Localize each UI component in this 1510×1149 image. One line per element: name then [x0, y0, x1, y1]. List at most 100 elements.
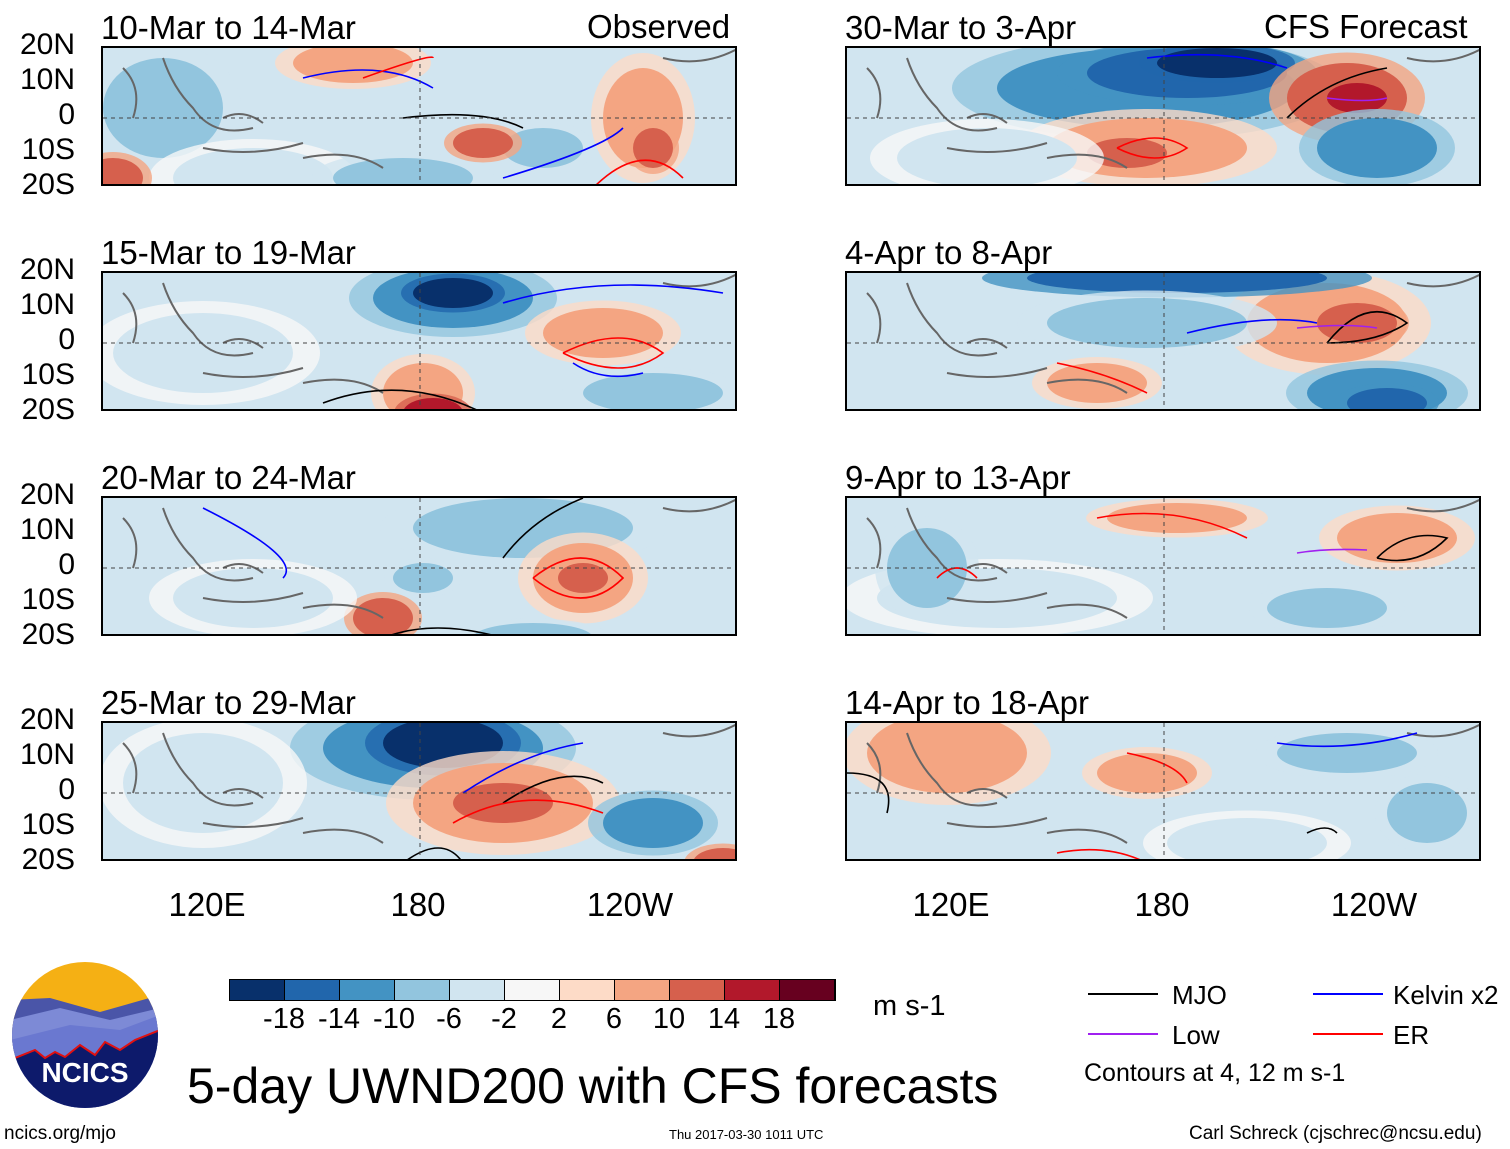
colorbar-swatch — [615, 980, 670, 1000]
anomaly-region — [558, 563, 608, 593]
lat-label: 0 — [58, 98, 75, 131]
wave-contour — [1276, 732, 1418, 748]
wave-contour — [1296, 548, 1368, 554]
legend-label-low: Low — [1172, 1020, 1220, 1050]
wave-contour — [1296, 324, 1378, 329]
lon-label: 180 — [390, 886, 446, 923]
lat-label: 10N — [19, 513, 75, 546]
wave-contour — [1286, 67, 1388, 119]
wave-contour — [322, 389, 477, 409]
wave-contour — [572, 362, 644, 378]
colorbar-label: 10 — [652, 1003, 686, 1035]
wave-contour — [532, 557, 625, 599]
map-panel — [101, 271, 737, 411]
anomaly-region — [103, 158, 143, 184]
anomaly-region — [897, 128, 1077, 184]
lat-label: 10N — [19, 63, 75, 96]
observed-header: Observed — [587, 8, 731, 45]
colorbar-swatch — [230, 980, 285, 1000]
anomaly-region — [103, 58, 223, 158]
wave-contour — [847, 772, 890, 814]
lat-label: 10S — [21, 583, 75, 616]
map-panel — [101, 46, 737, 186]
anomaly-region — [113, 313, 293, 393]
legend-line-er — [1313, 1033, 1383, 1035]
lat-label: 20N — [19, 253, 75, 286]
wave-contour — [407, 847, 461, 859]
map-panel — [101, 721, 737, 861]
lat-label: 0 — [58, 323, 75, 356]
lon-label: 120E — [912, 886, 990, 923]
wave-contour — [1116, 137, 1189, 159]
anomaly-region — [867, 723, 1027, 793]
colorbar-swatch — [395, 980, 450, 1000]
panel-title: 15-Mar to 19-Mar — [101, 234, 356, 271]
anomaly-region — [173, 148, 333, 184]
legend-line-kelvin — [1313, 993, 1383, 995]
wave-contour — [362, 56, 434, 79]
colorbar — [229, 979, 836, 1001]
wave-contour — [1306, 827, 1338, 834]
anomaly-region — [1027, 273, 1327, 293]
anomaly-region — [1347, 388, 1427, 409]
colorbar-swatch — [505, 980, 560, 1000]
panel-title: 25-Mar to 29-Mar — [101, 684, 356, 721]
legend-line-mjo — [1088, 993, 1158, 995]
coastline — [122, 273, 735, 394]
colorbar-swatch — [560, 980, 615, 1000]
anomaly-region — [1107, 503, 1247, 533]
lat-label: 10S — [21, 358, 75, 391]
anomaly-region — [1167, 818, 1327, 859]
colorbar-label: 18 — [762, 1003, 796, 1035]
colorbar-label: 6 — [605, 1003, 623, 1035]
colorbar-label: -10 — [373, 1003, 415, 1035]
footer-url[interactable]: ncics.org/mjo — [4, 1123, 116, 1144]
anomaly-region — [1047, 363, 1147, 403]
wave-contour — [1326, 310, 1409, 344]
wave-contour — [452, 799, 604, 824]
map-panel — [845, 721, 1481, 861]
anomaly-region — [353, 598, 413, 634]
legend-label-mjo: MJO — [1172, 980, 1227, 1010]
anomaly-region — [1317, 118, 1437, 178]
wave-contour — [936, 567, 978, 579]
logo-text: NCICS — [41, 1057, 128, 1088]
colorbar-swatch — [340, 980, 395, 1000]
colorbar-swatch — [450, 980, 505, 1000]
wave-contour — [596, 159, 684, 184]
lat-label: 20S — [21, 393, 75, 426]
colorbar-label: 14 — [707, 1003, 741, 1035]
lat-label: 20S — [21, 168, 75, 201]
coastline — [122, 498, 735, 619]
lon-label: 120W — [586, 886, 674, 923]
ncics-logo: NCICS — [12, 962, 158, 1108]
lon-label: 180 — [1134, 886, 1190, 923]
lat-label: 10S — [21, 808, 75, 841]
wave-contour — [1126, 752, 1188, 784]
map-panel — [845, 46, 1481, 186]
wave-contour — [1376, 534, 1449, 562]
colorbar-swatch — [780, 980, 835, 1000]
panel-title: 14-Apr to 18-Apr — [845, 684, 1089, 721]
anomaly-region — [475, 623, 591, 634]
lat-label: 0 — [58, 548, 75, 581]
anomaly-region — [173, 568, 333, 628]
lat-label: 20N — [19, 478, 75, 511]
lat-label: 10N — [19, 288, 75, 321]
map-panel — [845, 496, 1481, 636]
contour-note: Contours at 4, 12 m s-1 — [1084, 1059, 1346, 1087]
lat-label: 10S — [21, 133, 75, 166]
panel-title: 30-Mar to 3-Apr — [845, 9, 1077, 46]
anomaly-region — [1047, 298, 1247, 348]
coastline — [866, 498, 1479, 619]
colorbar-label: 2 — [550, 1003, 568, 1035]
anomaly-region — [1277, 733, 1417, 773]
anomaly-region — [453, 128, 513, 158]
lat-label: 20S — [21, 618, 75, 651]
anomaly-region — [1097, 753, 1197, 793]
lat-label: 0 — [58, 773, 75, 806]
wave-contour — [1186, 318, 1318, 334]
figure-title: 5-day UWND200 with CFS forecasts — [187, 1058, 999, 1114]
wave-contour — [502, 127, 624, 179]
